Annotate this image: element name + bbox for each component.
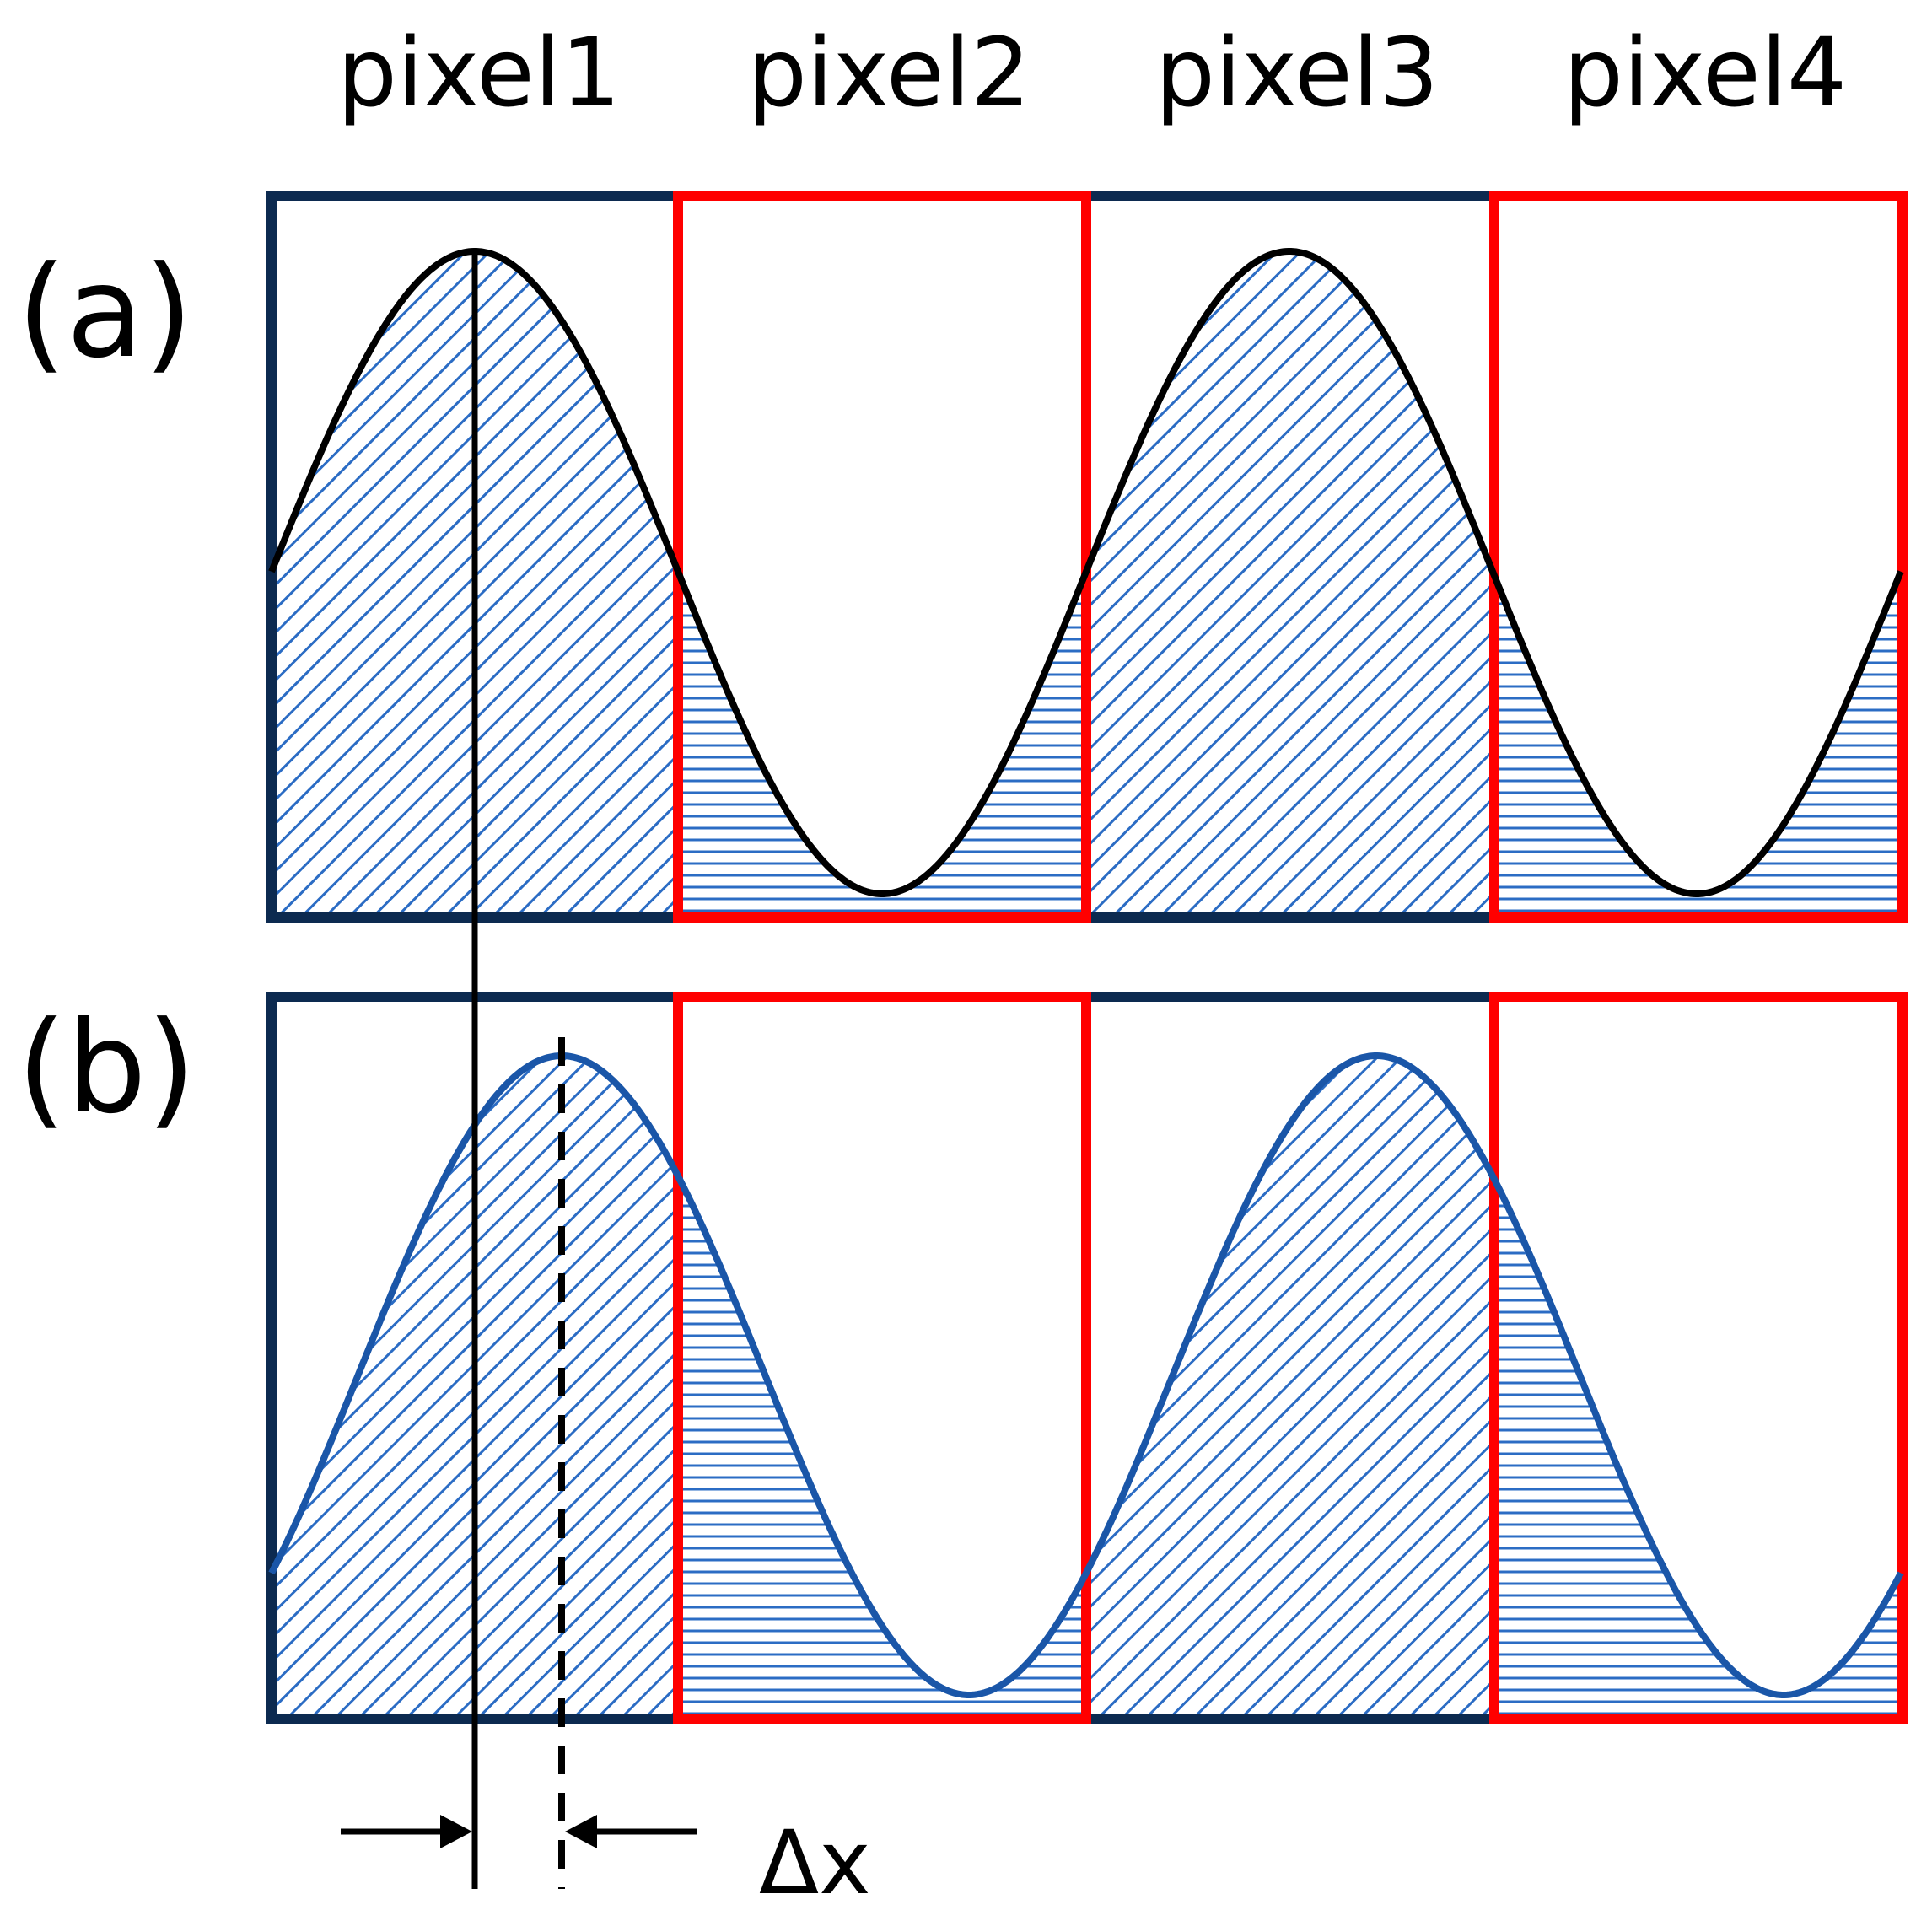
pixel1-label: pixel1	[337, 19, 621, 128]
left-shift-arrow	[341, 1815, 472, 1848]
shift-delta-x-label: Δx	[759, 1811, 871, 1910]
panel-b-label: (b)	[17, 995, 196, 1142]
panel-b-signal-curve	[268, 1052, 1904, 1698]
panel-a-signal-curve	[268, 248, 1904, 897]
panel-a-label: (a)	[17, 239, 193, 386]
pixel3-label: pixel3	[1155, 19, 1439, 128]
panel-b-pixel2-frame	[673, 992, 1091, 1724]
panel-b	[266, 992, 1908, 1724]
panel-b-pixel4-frame	[1489, 992, 1908, 1724]
right-shift-arrow	[565, 1815, 697, 1848]
panel-a-pixel4-frame	[1489, 191, 1908, 923]
panel-a-hatching	[272, 251, 1902, 917]
panel-a	[266, 191, 1908, 923]
pixel4-label: pixel4	[1563, 19, 1847, 128]
pixel2-label: pixel2	[747, 19, 1031, 128]
panel-a-pixel2-frame	[673, 191, 1091, 923]
